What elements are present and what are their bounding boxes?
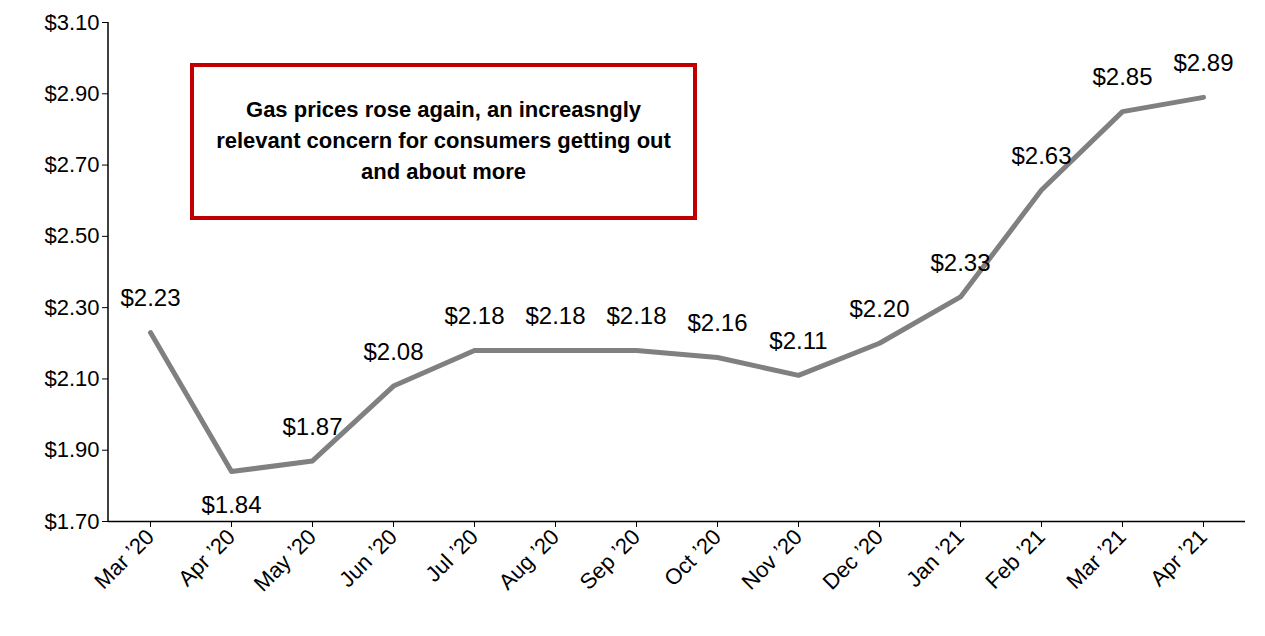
svg-text:$2.70: $2.70 (44, 152, 99, 177)
svg-text:Apr ’21: Apr ’21 (1145, 524, 1212, 591)
svg-text:$2.18: $2.18 (606, 302, 666, 329)
svg-text:$2.16: $2.16 (687, 309, 747, 336)
svg-text:$2.89: $2.89 (1173, 49, 1233, 76)
svg-text:$2.85: $2.85 (1092, 63, 1152, 90)
svg-text:Jun ’20: Jun ’20 (334, 524, 402, 592)
svg-text:$2.18: $2.18 (525, 302, 585, 329)
svg-text:$2.63: $2.63 (1011, 142, 1071, 169)
svg-text:$2.50: $2.50 (44, 223, 99, 248)
svg-text:$2.33: $2.33 (930, 249, 990, 276)
svg-text:Mar ’20: Mar ’20 (89, 524, 159, 594)
svg-text:$1.84: $1.84 (201, 491, 261, 518)
svg-text:Sep ’20: Sep ’20 (575, 524, 645, 594)
svg-text:$1.87: $1.87 (282, 413, 342, 440)
svg-text:Oct ’20: Oct ’20 (659, 524, 726, 591)
svg-text:Mar ’21: Mar ’21 (1061, 524, 1131, 594)
svg-text:Aug ’20: Aug ’20 (494, 524, 564, 594)
svg-text:$3.10: $3.10 (44, 10, 99, 35)
svg-text:May ’20: May ’20 (249, 524, 321, 596)
svg-text:Feb ’21: Feb ’21 (980, 524, 1050, 594)
svg-text:$2.10: $2.10 (44, 366, 99, 391)
svg-text:$2.90: $2.90 (44, 81, 99, 106)
svg-text:$2.30: $2.30 (44, 295, 99, 320)
svg-text:$2.08: $2.08 (363, 338, 423, 365)
svg-text:$2.18: $2.18 (444, 302, 504, 329)
html-text:Gas prices rose again, an incr: Gas prices rose again, an increasngly re… (216, 97, 671, 184)
svg-text:Dec ’20: Dec ’20 (818, 524, 888, 594)
svg-text:$2.20: $2.20 (849, 295, 909, 322)
svg-text:Jul ’20: Jul ’20 (420, 524, 483, 587)
svg-text:Jan ’21: Jan ’21 (901, 524, 969, 592)
svg-text:Nov ’20: Nov ’20 (737, 524, 807, 594)
svg-text:$1.70: $1.70 (44, 509, 99, 534)
svg-text:$2.11: $2.11 (769, 327, 827, 354)
svg-text:Apr ’20: Apr ’20 (173, 524, 240, 591)
svg-text:$2.23: $2.23 (120, 284, 180, 311)
svg-text:$1.90: $1.90 (44, 437, 99, 462)
